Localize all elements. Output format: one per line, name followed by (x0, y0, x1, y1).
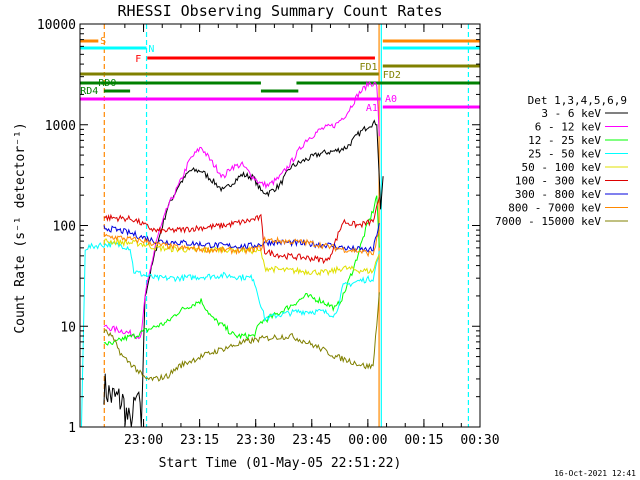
series-line (103, 292, 380, 382)
legend-label: 50 - 100 keV (522, 161, 602, 174)
footer-date: 16-Oct-2021 12:41 (554, 469, 636, 478)
x-tick-label: 00:15 (404, 433, 443, 448)
legend-title: Det 1,3,4,5,6,9 (528, 94, 627, 107)
y-tick-label: 10000 (37, 18, 76, 33)
x-tick-label: 23:15 (180, 433, 219, 448)
state-label-f: F (135, 54, 141, 65)
legend-label: 3 - 6 keV (541, 107, 601, 120)
chart-title: RHESSI Observing Summary Count Rates (117, 2, 442, 20)
y-axis-label: Count Rate (s⁻¹ detector⁻¹) (13, 122, 28, 333)
series-line (103, 80, 380, 340)
legend-label: 6 - 12 keV (535, 121, 602, 134)
y-tick-label: 1 (68, 421, 76, 436)
x-tick-label: 23:45 (292, 433, 331, 448)
y-tick-label: 10 (60, 320, 76, 335)
state-label-rd4: RD4 (80, 86, 98, 97)
series-line (103, 119, 384, 428)
series-line (103, 195, 380, 346)
state-label-n: N (148, 44, 154, 55)
state-label-fd2: FD2 (383, 70, 401, 81)
state-label-s: S (100, 36, 106, 47)
series-line (103, 197, 380, 265)
series-line (103, 229, 380, 258)
series-line (81, 240, 380, 428)
legend-label: 300 - 800 keV (515, 188, 601, 201)
x-tick-label: 00:30 (460, 433, 499, 448)
y-tick-label: 1000 (45, 119, 76, 134)
legend-label: 100 - 300 keV (515, 175, 601, 188)
legend-label: 12 - 25 keV (528, 134, 601, 147)
x-axis-label: Start Time (01-May-05 22:51:22) (159, 456, 402, 471)
legend-label: 800 - 7000 keV (508, 202, 601, 215)
state-label-a0: A0 (385, 94, 397, 105)
state-label-fd1: FD1 (360, 62, 378, 73)
y-tick-label: 100 (53, 220, 76, 235)
x-tick-label: 00:00 (348, 433, 387, 448)
x-tick-label: 23:00 (124, 433, 163, 448)
legend-label: 25 - 50 keV (528, 148, 601, 161)
state-label-rd0: RD0 (98, 78, 116, 89)
state-label-a1: A1 (366, 103, 378, 114)
x-tick-label: 23:30 (236, 433, 275, 448)
legend-label: 7000 - 15000 keV (495, 215, 601, 228)
